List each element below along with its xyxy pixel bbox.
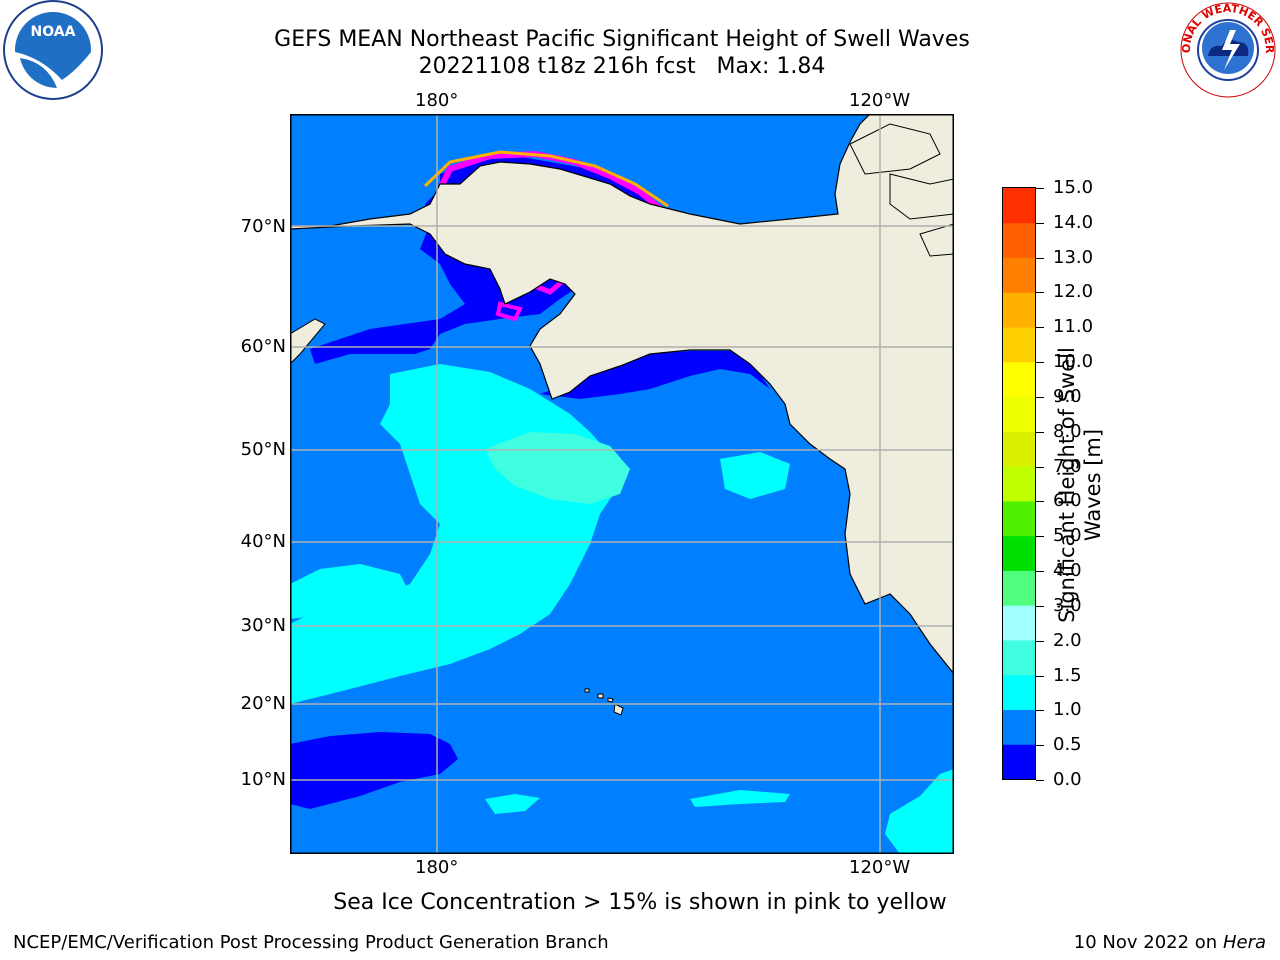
gulf-alaska-low-swell (540, 351, 770, 399)
colorbar-tick-label: 9.0 (1053, 385, 1082, 407)
colorbar-band (1003, 292, 1035, 328)
colorbar-band (1003, 570, 1035, 606)
colorbar-tick-mark (1036, 745, 1044, 747)
lat-label-30n: 30°N (240, 615, 286, 636)
colorbar-tick-label: 0.0 (1053, 769, 1082, 790)
colorbar-band (1003, 639, 1035, 676)
colorbar-tick-mark (1036, 571, 1044, 573)
footer-date: 10 Nov 2022 on Hera (1073, 932, 1266, 953)
lat-label-60n: 60°N (240, 336, 286, 357)
lat-label-40n: 40°N (240, 531, 286, 552)
noaa-logo: NOAA (2, 0, 104, 102)
lon-label-top-120w: 120°W (849, 90, 911, 111)
colorbar-tick-label: 2.0 (1053, 629, 1082, 651)
colorbar-tick-mark (1036, 675, 1044, 677)
colorbar-tick-label: 13.0 (1053, 246, 1094, 268)
colorbar-band (1003, 327, 1035, 363)
colorbar-tick-mark (1036, 780, 1044, 781)
colorbar-band (1003, 674, 1035, 710)
lat-label-20n: 20°N (240, 693, 286, 714)
colorbar-band (1003, 709, 1035, 745)
southwest-low-swell (290, 732, 458, 809)
colorbar-tick-label: 15.0 (1053, 177, 1094, 198)
colorbar-tick-label: 1.5 (1053, 664, 1082, 686)
colorbar-tick-mark (1036, 536, 1044, 538)
footer-credit: NCEP/EMC/Verification Post Processing Pr… (13, 932, 609, 953)
colorbar-band (1003, 605, 1035, 641)
colorbar-label: Significant Height of Swell Waves [m] (1055, 347, 1105, 623)
colorbar-tick-label: 7.0 (1053, 455, 1082, 477)
colorbar-band (1003, 257, 1035, 293)
chart-subtitle: 20221108 t18z 216h fcst Max: 1.84 (418, 54, 826, 79)
footer-host: Hera (1222, 932, 1266, 953)
colorbar-tick-mark (1036, 396, 1044, 398)
chart-title: GEFS MEAN Northeast Pacific Significant … (274, 27, 970, 52)
colorbar-band (1003, 188, 1035, 224)
colorbar-tick-mark (1036, 327, 1044, 329)
colorbar-band (1003, 535, 1035, 571)
colorbar-tick-label: 12.0 (1053, 281, 1094, 303)
colorbar-tick-mark (1036, 257, 1044, 259)
colorbar-band (1003, 744, 1035, 780)
colorbar-tick-mark (1036, 292, 1044, 294)
svg-text:NOAA: NOAA (31, 24, 76, 40)
colorbar-tick-mark (1036, 605, 1044, 607)
lat-label-50n: 50°N (240, 439, 286, 460)
colorbar-band (1003, 466, 1035, 502)
colorbar-band (1003, 431, 1035, 467)
colorbar-tick-mark (1036, 640, 1044, 642)
land-mass (289, 113, 955, 676)
swell-height-map (289, 113, 955, 854)
colorbar-tick-label: 1.0 (1053, 699, 1082, 721)
hawaii-islands (584, 688, 624, 716)
colorbar-band (1003, 361, 1035, 398)
colorbar-tick-mark (1036, 501, 1044, 503)
lat-label-70n: 70°N (240, 216, 286, 237)
colorbar-tick-mark (1036, 188, 1044, 189)
colorbar-tick-label: 5.0 (1053, 525, 1082, 547)
colorbar (1002, 187, 1036, 780)
colorbar-tick-mark (1036, 222, 1044, 224)
lat-label-10n: 10°N (240, 769, 286, 790)
colorbar-tick-label: 6.0 (1053, 490, 1082, 512)
colorbar-tick-label: 4.0 (1053, 560, 1082, 582)
west-moderate-swell (290, 564, 410, 619)
colorbar-tick-label: 11.0 (1053, 316, 1094, 338)
colorbar-band (1003, 396, 1035, 432)
colorbar-tick-label: 3.0 (1053, 594, 1082, 616)
lon-label-bottom-180: 180° (415, 857, 459, 878)
colorbar-band (1003, 500, 1035, 537)
colorbar-tick-mark (1036, 466, 1044, 468)
colorbar-tick-label: 0.5 (1053, 734, 1082, 756)
lon-label-bottom-120w: 120°W (849, 857, 911, 878)
colorbar-tick-label: 8.0 (1053, 420, 1082, 442)
colorbar-tick-label: 10.0 (1053, 351, 1094, 373)
lon-label-top-180: 180° (415, 90, 459, 111)
colorbar-tick-mark (1036, 710, 1044, 712)
colorbar-tick-label: 14.0 (1053, 211, 1094, 233)
colorbar-band (1003, 222, 1035, 259)
graticule (290, 114, 954, 854)
colorbar-tick-mark (1036, 431, 1044, 433)
sea-ice-note: Sea Ice Concentration > 15% is shown in … (333, 890, 947, 915)
nws-logo: NATIONAL WEATHER SERVICE (1173, 0, 1278, 100)
colorbar-tick-mark (1036, 362, 1044, 364)
